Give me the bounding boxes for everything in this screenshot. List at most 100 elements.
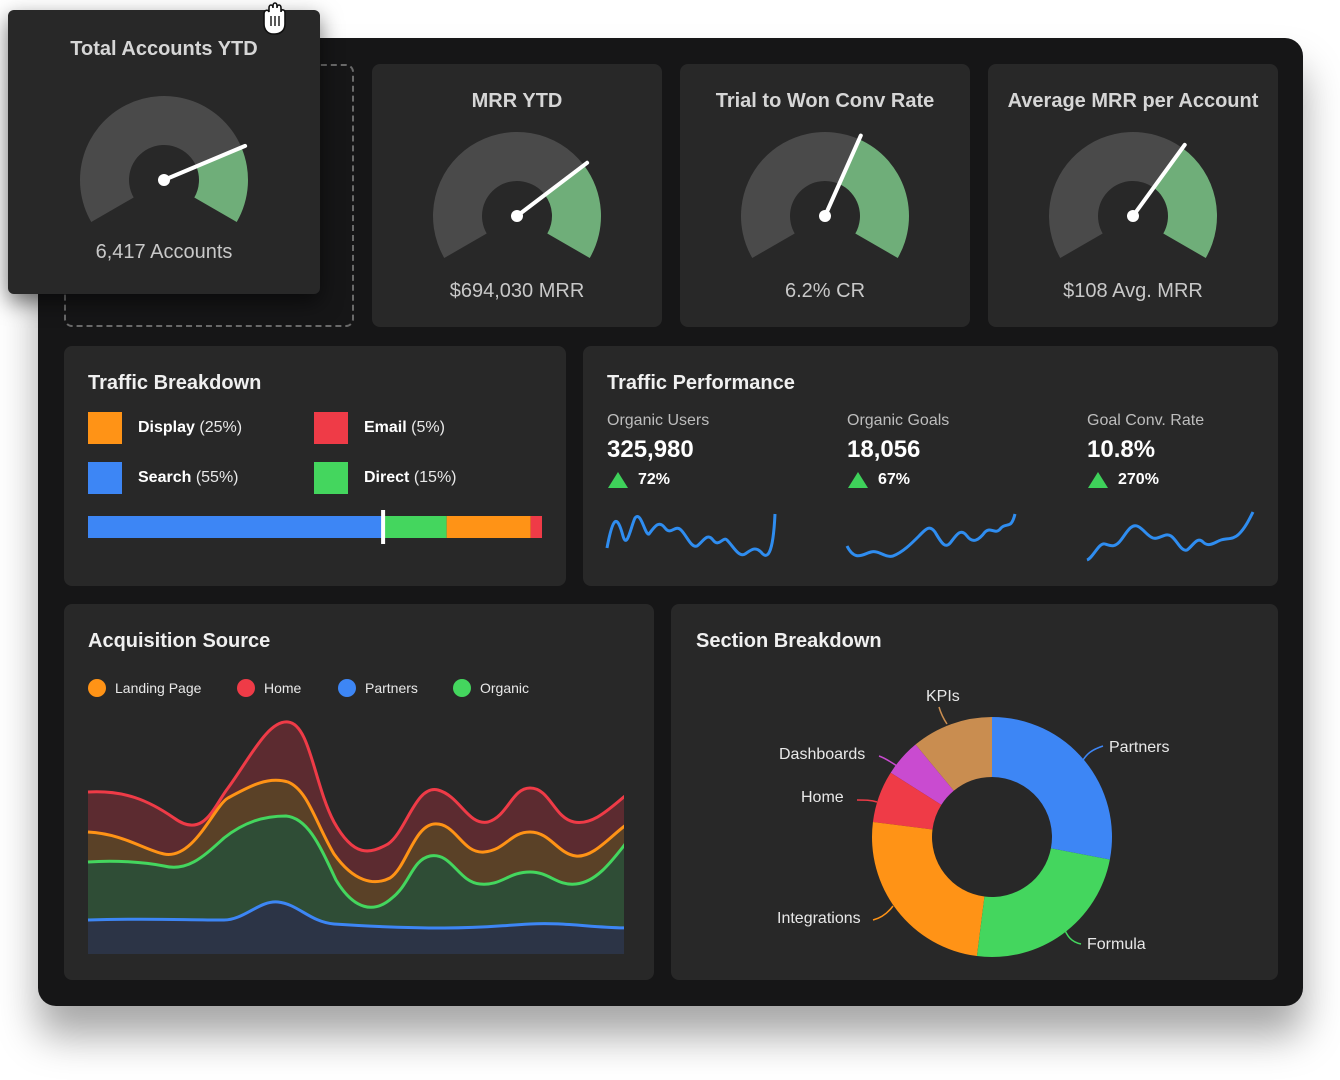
metric-label: Organic Goals bbox=[847, 412, 950, 429]
kpi-card-trial-conv-rate[interactable]: Trial to Won Conv Rate 6.2% CR bbox=[680, 64, 970, 327]
slice-label-kpis: KPIs bbox=[926, 688, 960, 705]
area-partners bbox=[88, 901, 624, 954]
gauge-chart bbox=[1049, 132, 1217, 258]
gauge-needle bbox=[1131, 142, 1187, 218]
gauge-chart bbox=[79, 95, 249, 222]
legend-item-display: Display (25%) bbox=[138, 419, 243, 436]
series-line-organic bbox=[87, 814, 624, 909]
grab-cursor-icon bbox=[263, 2, 286, 35]
acquisition-source-card: Acquisition Source Landing Page Home Par… bbox=[64, 604, 654, 980]
kpi-title: Average MRR per Account bbox=[1007, 90, 1259, 112]
traffic-performance-card: Traffic Performance Organic Users 325,98… bbox=[583, 346, 1278, 586]
acquisition-area-chart bbox=[87, 720, 624, 954]
gauge-track bbox=[741, 132, 860, 258]
kpi-card-total-accounts-dragging[interactable]: Total Accounts YTD 6,417 Accounts bbox=[8, 10, 320, 294]
legend-swatch-search bbox=[88, 462, 122, 494]
gauge-fill bbox=[839, 139, 909, 258]
up-arrow-icon bbox=[608, 472, 628, 488]
bar-segment-direct bbox=[383, 516, 447, 538]
kpi-value: 6,417 Accounts bbox=[95, 241, 233, 263]
sparkline-organic-users bbox=[605, 513, 777, 557]
legend-item-email: Email (5%) bbox=[364, 419, 445, 436]
section-donut-chart bbox=[856, 706, 1112, 957]
kpi-value: 6.2% CR bbox=[784, 280, 866, 302]
bar-segment-display bbox=[446, 516, 531, 538]
up-arrow-icon bbox=[848, 472, 868, 488]
slice-label-partners: Partners bbox=[1109, 739, 1170, 756]
donut-slice-home bbox=[872, 772, 942, 830]
metric-change: 270% bbox=[1118, 471, 1159, 488]
legend-label-home: Home bbox=[264, 680, 302, 696]
kpi-card-avg-mrr[interactable]: Average MRR per Account $108 Avg. MRR bbox=[988, 64, 1278, 327]
leader-line-integrations bbox=[872, 905, 894, 921]
leader-line-partners bbox=[1082, 745, 1104, 761]
legend-label-landing-page: Landing Page bbox=[115, 680, 202, 696]
gauge-fill bbox=[544, 165, 601, 258]
metric-value: 18,056 bbox=[847, 436, 921, 463]
donut-slice-integrations bbox=[872, 821, 985, 957]
gauge-chart bbox=[741, 132, 909, 258]
bar-segment-search bbox=[88, 516, 384, 538]
legend-swatch-direct bbox=[314, 462, 348, 494]
legend-label-partners: Partners bbox=[365, 680, 418, 696]
kpi-value: $108 Avg. MRR bbox=[1063, 280, 1203, 302]
kpi-title: Trial to Won Conv Rate bbox=[715, 90, 935, 112]
traffic-breakdown-card: Traffic Breakdown Display (25%) Email (5… bbox=[64, 346, 566, 586]
legend-dot-organic bbox=[453, 679, 471, 697]
sparkline-organic-goals bbox=[845, 513, 1017, 558]
leader-line-home bbox=[856, 799, 878, 803]
metric-label: Organic Users bbox=[607, 412, 710, 429]
gauge-needle bbox=[162, 143, 248, 182]
donut-slice-kpis bbox=[915, 717, 992, 791]
gauge-track bbox=[79, 95, 242, 222]
legend-dot-home bbox=[237, 679, 255, 697]
gauge-track bbox=[1049, 132, 1183, 258]
gauge-needle bbox=[515, 160, 590, 218]
donut-slice-formula bbox=[976, 848, 1110, 957]
metric-value: 10.8% bbox=[1087, 436, 1156, 463]
metric-change: 67% bbox=[878, 471, 911, 488]
card-title: Section Breakdown bbox=[696, 630, 882, 652]
leader-line-dashboards bbox=[878, 755, 898, 767]
legend-swatch-display bbox=[88, 412, 122, 444]
metric-change: 72% bbox=[638, 471, 671, 488]
donut-slice-dashboards bbox=[890, 744, 954, 805]
legend-label-organic: Organic bbox=[480, 680, 530, 696]
slice-label-home: Home bbox=[801, 789, 844, 806]
legend-swatch-email bbox=[314, 412, 348, 444]
bar-segment-email bbox=[530, 516, 542, 538]
slice-label-integrations: Integrations bbox=[777, 910, 861, 927]
slice-label-dashboards: Dashboards bbox=[779, 746, 866, 763]
slice-label-formula: Formula bbox=[1087, 936, 1146, 953]
kpi-title: Total Accounts YTD bbox=[70, 38, 258, 60]
traffic-stacked-bar bbox=[88, 510, 542, 544]
kpi-value: $694,030 MRR bbox=[449, 280, 585, 302]
series-line-home bbox=[87, 720, 624, 853]
gauge-needle bbox=[823, 133, 863, 218]
card-title: Acquisition Source bbox=[88, 630, 271, 652]
up-arrow-icon bbox=[1088, 472, 1108, 488]
section-breakdown-card: Section Breakdown KPIs Partners Dashboar… bbox=[671, 604, 1278, 980]
gauge-hub bbox=[158, 174, 170, 186]
series-line-landing-page bbox=[87, 778, 624, 884]
gauge-track bbox=[433, 132, 584, 258]
metric-value: 325,980 bbox=[607, 436, 694, 463]
sparkline-goal-conv-rate bbox=[1086, 511, 1255, 562]
gauge-fill bbox=[194, 147, 249, 222]
legend-dot-landing-page bbox=[88, 679, 106, 697]
bar-divider-marker bbox=[381, 510, 386, 544]
gauge-hub bbox=[1127, 210, 1139, 222]
card-title: Traffic Performance bbox=[607, 372, 795, 394]
donut-slice-partners bbox=[992, 717, 1112, 860]
kpi-card-mrr[interactable]: MRR YTD $694,030 MRR bbox=[372, 64, 662, 327]
kpi-title: MRR YTD bbox=[471, 90, 563, 112]
series-line-partners bbox=[87, 900, 624, 930]
leader-line-formula bbox=[1062, 925, 1082, 945]
gauge-hub bbox=[819, 210, 831, 222]
legend-dot-partners bbox=[338, 679, 356, 697]
legend-item-search: Search (55%) bbox=[138, 469, 239, 486]
card-title: Traffic Breakdown bbox=[88, 372, 262, 394]
legend-item-direct: Direct (15%) bbox=[364, 469, 457, 486]
gauge-chart bbox=[433, 132, 601, 258]
gauge-fill bbox=[1153, 148, 1217, 258]
